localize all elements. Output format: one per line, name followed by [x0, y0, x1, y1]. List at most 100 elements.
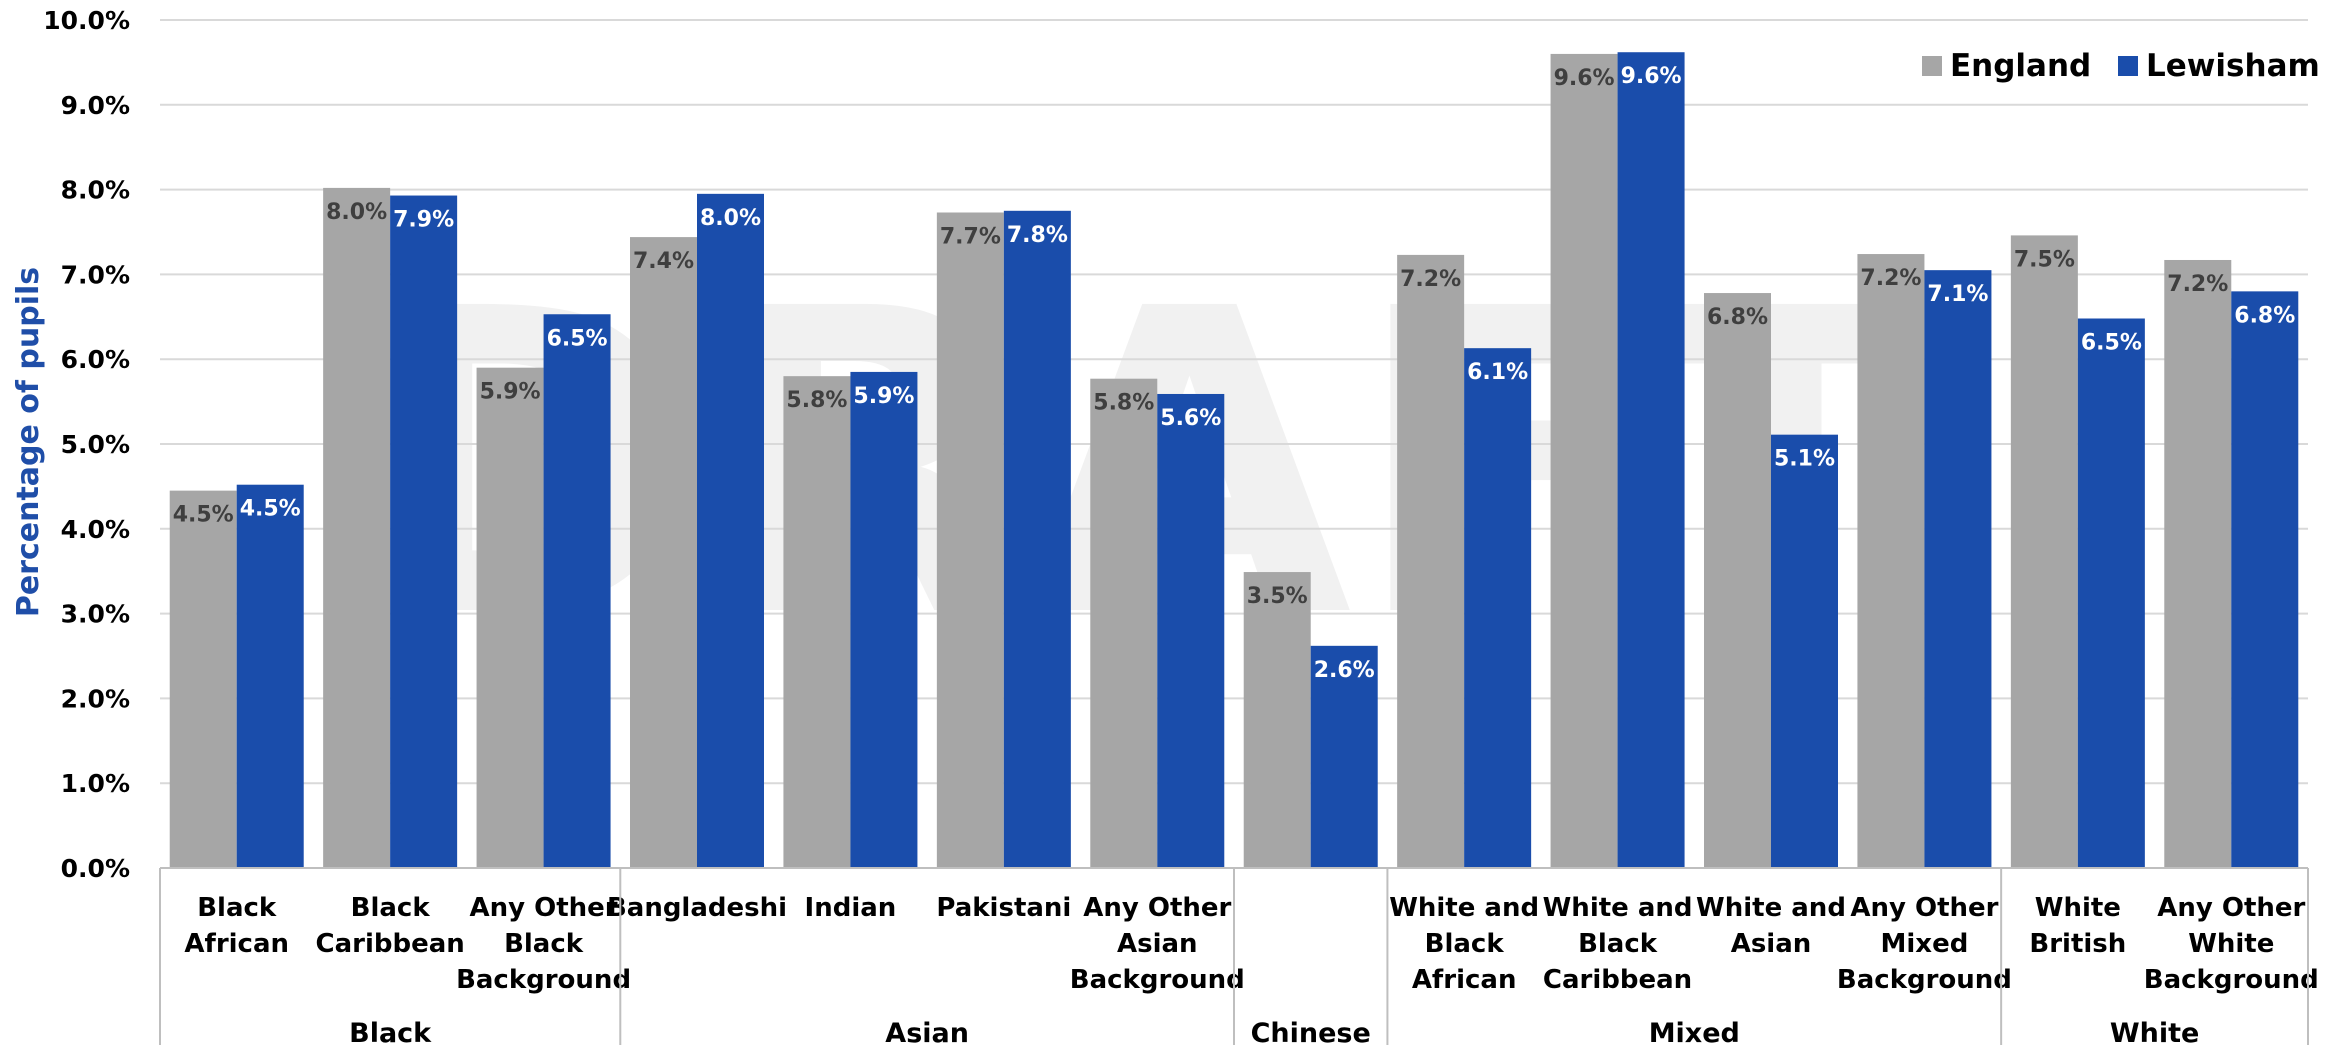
group-label: Mixed [1649, 1018, 1740, 1045]
y-tick-label: 3.0% [61, 600, 130, 629]
bar-lewisham [697, 193, 764, 869]
bar-lewisham [2077, 318, 2145, 869]
y-tick-label: 2.0% [61, 684, 130, 713]
legend-swatch-england [1922, 56, 1942, 76]
bar-england [476, 367, 544, 868]
bar-lewisham [236, 484, 304, 868]
data-label-england: 6.8% [1707, 305, 1768, 330]
category-label: Black [504, 929, 584, 959]
data-label-england: 7.7% [940, 224, 1001, 249]
data-label-england: 3.5% [1247, 584, 1308, 609]
data-label-lewisham: 2.6% [1314, 658, 1375, 683]
category-label: Black [1578, 929, 1658, 959]
group-label: Chinese [1251, 1018, 1371, 1045]
y-tick-label: 10.0% [43, 6, 130, 35]
data-label-lewisham: 6.8% [2234, 303, 2295, 328]
category-label: African [184, 929, 289, 959]
category-label: Caribbean [1543, 965, 1692, 995]
group-label: Black [349, 1018, 432, 1045]
category-label: White and [1543, 893, 1693, 923]
legend-label-lewisham: Lewisham [2146, 48, 2320, 84]
data-label-lewisham: 6.5% [2081, 330, 2142, 355]
category-label: Asian [1117, 929, 1198, 959]
data-label-england: 5.8% [786, 388, 847, 413]
category-label: Black [351, 893, 431, 923]
legend-swatch-lewisham [2118, 56, 2138, 76]
category-label: Mixed [1881, 929, 1969, 959]
category-label: British [2029, 929, 2126, 959]
bar-lewisham [543, 314, 611, 869]
data-label-lewisham: 5.1% [1774, 447, 1835, 472]
category-label: Background [456, 965, 631, 995]
bar-lewisham [850, 371, 918, 868]
category-label: Any Other [1850, 893, 1998, 923]
y-tick-label: 6.0% [61, 345, 130, 374]
y-tick-label: 7.0% [61, 260, 130, 289]
category-label: Any Other [1083, 893, 1231, 923]
bar-england [1090, 378, 1158, 868]
y-tick-label: 9.0% [61, 91, 130, 120]
bar-england [936, 212, 1004, 869]
bar-lewisham [1617, 52, 1685, 868]
data-label-lewisham: 6.1% [1467, 360, 1528, 385]
bar-lewisham [1157, 393, 1225, 868]
group-label: Asian [885, 1018, 969, 1045]
bar-lewisham [390, 195, 458, 868]
category-label: White and [1696, 893, 1846, 923]
y-axis-title: Percentage of pupils [11, 267, 46, 617]
category-label: Bangladeshi [607, 893, 787, 923]
data-label-lewisham: 5.9% [853, 384, 914, 409]
data-label-england: 7.4% [633, 249, 694, 274]
category-label: Any Other [2157, 893, 2305, 923]
bar-england [1704, 293, 1771, 868]
data-label-england: 7.2% [1400, 267, 1461, 292]
category-label: White and [1389, 893, 1539, 923]
data-label-lewisham: 6.5% [547, 326, 608, 351]
category-label: Indian [805, 893, 897, 923]
category-label: Pakistani [936, 893, 1071, 923]
bar-england [1550, 53, 1618, 869]
bar-england [1243, 572, 1311, 868]
category-label: Asian [1731, 929, 1812, 959]
bars: 4.5% 4.5%8.0% 7.9%5.9%6.5%7.4%8.0%5.8% 5.9%… [169, 52, 2299, 869]
group-label: White [2110, 1018, 2199, 1045]
category-label: African [1412, 965, 1517, 995]
y-tick-label: 5.0% [61, 430, 130, 459]
category-label: Background [1837, 965, 2012, 995]
legend-label-england: England [1950, 48, 2091, 84]
category-label: Caribbean [316, 929, 465, 959]
bar-lewisham [1003, 210, 1071, 869]
y-tick-label: 8.0% [61, 176, 130, 205]
bar-lewisham [1310, 645, 1378, 868]
y-tick-label: 0.0% [61, 854, 130, 883]
data-label-lewisham: 7.8% [1007, 223, 1068, 248]
bar-england [2164, 259, 2232, 868]
legend: England Lewisham [1922, 48, 2320, 84]
data-label-lewisham: 7.9% [393, 208, 454, 233]
data-label-england: 7.2% [2167, 272, 2228, 297]
category-label: Black [197, 893, 277, 923]
data-label-lewisham: 8.0% [700, 206, 761, 231]
bar-england [1397, 254, 1465, 868]
y-axis-ticks: 0.0% 1.0% 2.0% 3.0% 4.0% 5.0% 6.0% 7.0% 8.0% 9.0%… [43, 6, 130, 883]
x-axis: Black African Black Caribbean Any Other Black… [159, 867, 2319, 1045]
bar-england [783, 376, 851, 868]
data-label-england: 4.5% [173, 503, 234, 528]
bar-england [630, 237, 697, 868]
data-label-lewisham: 5.6% [1160, 406, 1221, 431]
category-label: Background [1070, 965, 1245, 995]
bar-lewisham [1924, 270, 1992, 868]
y-tick-label: 4.0% [61, 515, 130, 544]
bar-lewisham [2231, 291, 2299, 868]
data-label-england: 5.9% [480, 380, 541, 405]
data-label-england: 7.5% [2014, 247, 2075, 272]
category-label: White [2035, 893, 2121, 923]
data-label-england: 7.2% [1860, 266, 1921, 291]
data-label-england: 8.0% [326, 200, 387, 225]
data-label-lewisham: 4.5% [240, 497, 301, 522]
bar-lewisham [1464, 348, 1532, 868]
data-label-england: 5.8% [1093, 391, 1154, 416]
y-tick-label: 1.0% [61, 769, 130, 798]
